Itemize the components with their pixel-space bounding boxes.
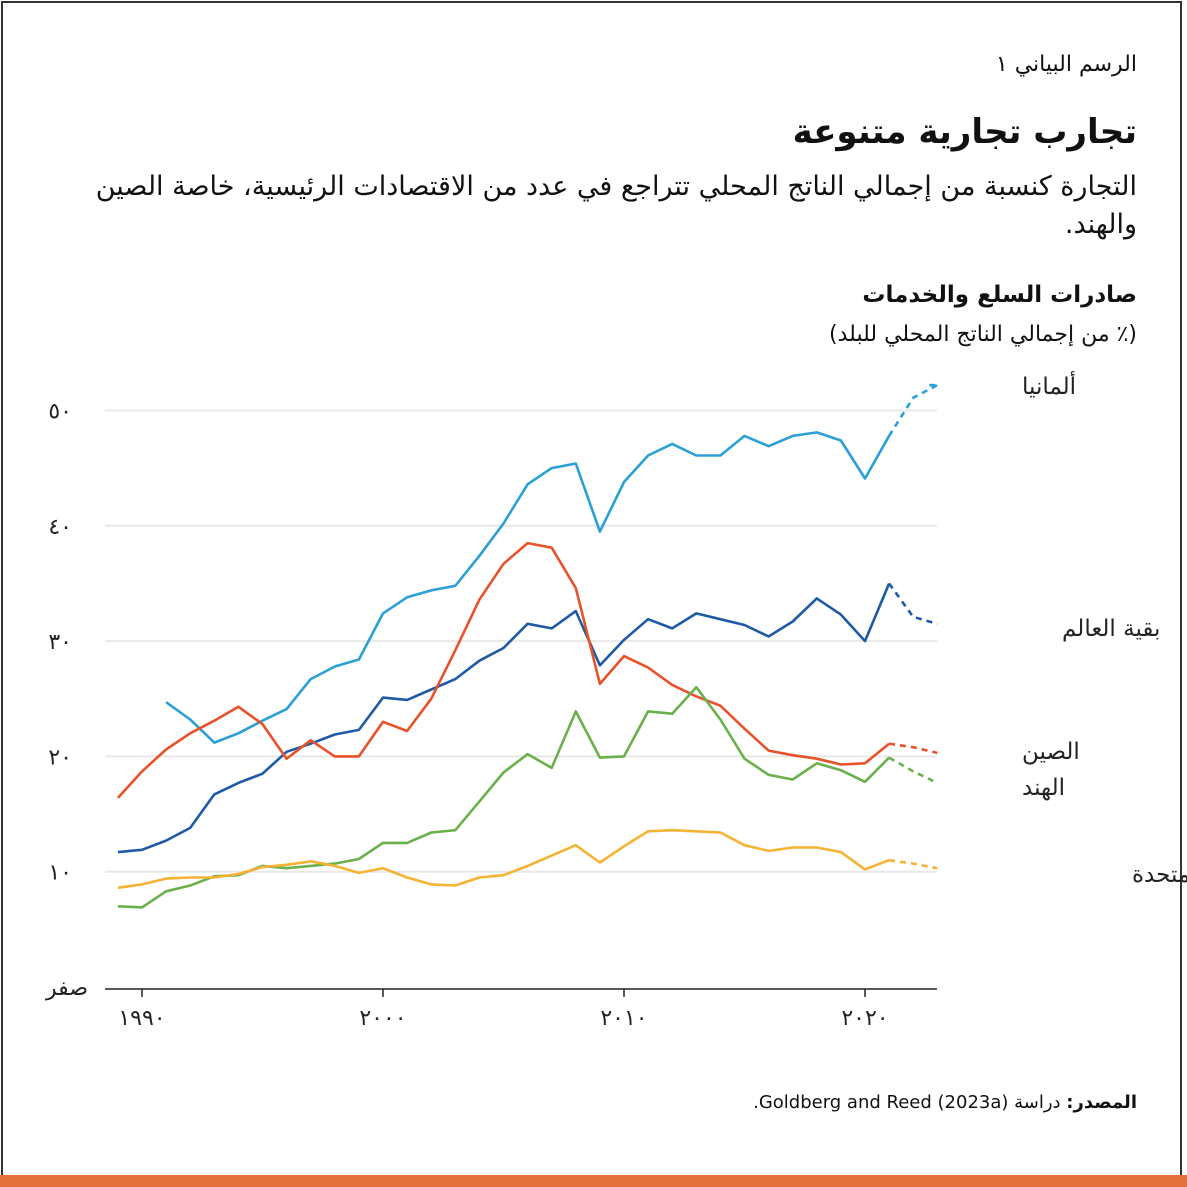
figure-label: الرسم البياني ١	[995, 52, 1137, 77]
source-text: دراسة Goldberg and Reed (2023a).	[753, 1092, 1067, 1113]
series-label: الولايات المتحدة	[1132, 862, 1187, 888]
y-axis-unit: (٪ من إجمالي الناتج المحلي للبلد)	[829, 322, 1137, 347]
x-tick-label: ٢٠٢٠	[841, 1006, 888, 1031]
series-label: بقية العالم	[1062, 616, 1160, 642]
accent-bar	[0, 1175, 1187, 1187]
series-label: الهند	[1022, 775, 1065, 801]
series-projection	[888, 742, 938, 755]
y-tick-label: ٤٠	[48, 515, 72, 540]
x-tick-label: ٢٠٠٠	[359, 1006, 406, 1031]
y-tick-label: ٢٠	[48, 745, 72, 770]
x-tick-label: ٢٠١٠	[600, 1006, 647, 1031]
source-prefix: المصدر:	[1066, 1092, 1137, 1113]
series-projection	[888, 582, 938, 626]
y-axis-title: صادرات السلع والخدمات	[862, 282, 1137, 308]
series-line	[117, 582, 891, 854]
series-label: الصين	[1022, 739, 1080, 765]
series-projection	[888, 383, 938, 437]
chart-title: تجارب تجارية متنوعة	[792, 112, 1137, 152]
series-line	[165, 431, 891, 744]
source-note: المصدر: دراسة Goldberg and Reed (2023a).	[753, 1092, 1137, 1113]
series-line	[117, 828, 890, 890]
y-tick-label: صفر	[45, 976, 88, 1001]
chart-subtitle: التجارة كنسبة من إجمالي الناتج المحلي تت…	[95, 171, 1137, 240]
series-line	[116, 541, 890, 799]
x-tick-label: ١٩٩٠	[118, 1006, 165, 1031]
y-tick-label: ٥٠	[48, 400, 72, 425]
series-label: ألمانيا	[1022, 371, 1076, 400]
y-tick-label: ٣٠	[48, 630, 72, 655]
series-projection	[888, 756, 938, 785]
y-tick-label: ١٠	[48, 861, 72, 886]
series-projection	[888, 858, 938, 870]
